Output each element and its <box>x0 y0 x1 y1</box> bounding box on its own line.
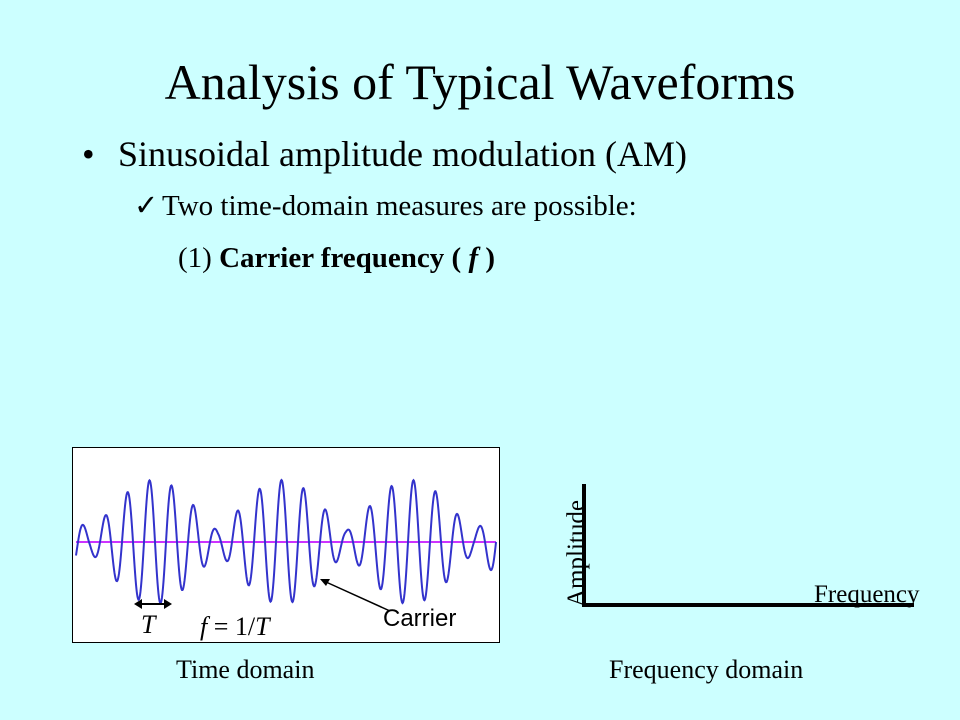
period-arrow-icon <box>134 599 172 609</box>
item-number: (1) <box>178 242 212 274</box>
frequency-axis-label: Frequency <box>814 581 920 608</box>
formula-equals: = 1/ <box>207 612 256 641</box>
time-domain-waveform <box>75 478 497 612</box>
bullet-item-am: • Sinusoidal amplitude modulation (AM) <box>82 132 687 176</box>
slide-title: Analysis of Typical Waveforms <box>164 54 796 110</box>
formula-f: f <box>200 612 208 641</box>
amplitude-axis-label: Amplitude <box>563 500 590 607</box>
sub-item-measures: ✓ Two time-domain measures are possible: <box>134 188 637 224</box>
carrier-label: Carrier <box>383 605 457 632</box>
bullet-text: Sinusoidal amplitude modulation (AM) <box>118 134 687 174</box>
frequency-domain-axes <box>582 484 914 607</box>
item-f-symbol: f <box>468 242 479 274</box>
frequency-formula: f = 1/T <box>200 612 270 642</box>
bullet-dot-icon: • <box>82 134 95 174</box>
am-carrier-wave <box>75 478 497 605</box>
checkmark-icon: ✓ <box>134 190 159 222</box>
sub-item-text: Two time-domain measures are possible: <box>162 190 637 222</box>
frequency-domain-caption: Frequency domain <box>609 655 804 684</box>
period-label: T <box>141 610 156 639</box>
item-paren-open: ( <box>451 242 462 274</box>
carrier-pointer-arrow-icon <box>320 579 391 612</box>
item-bold-label: Carrier frequency <box>219 242 445 274</box>
sub-item-carrier-frequency: (1) Carrier frequency ( f ) <box>178 240 495 276</box>
time-domain-caption: Time domain <box>176 655 315 684</box>
item-paren-close: ) <box>485 242 496 274</box>
formula-T: T <box>255 612 270 641</box>
